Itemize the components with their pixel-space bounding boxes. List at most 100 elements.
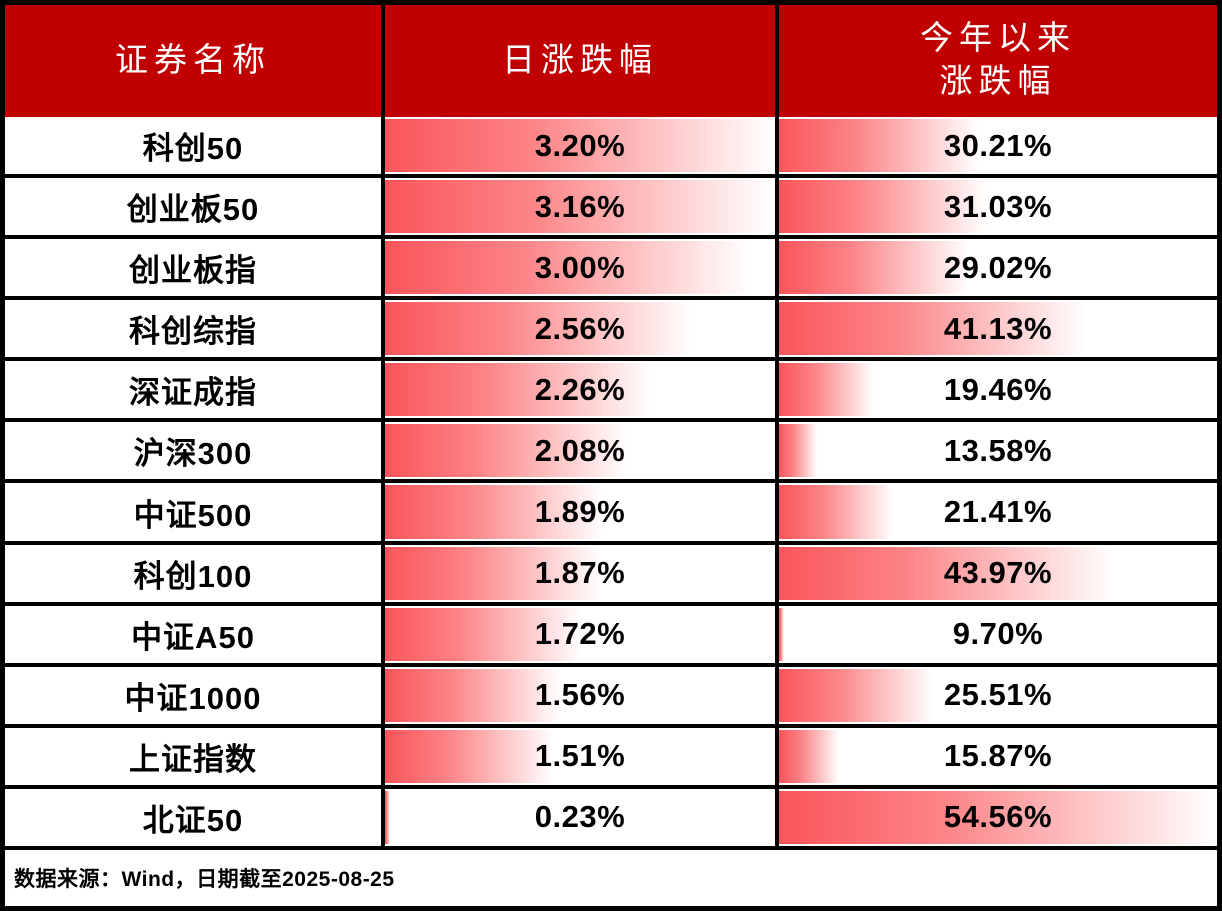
ytd-change-value: 31.03% bbox=[943, 188, 1053, 224]
daily-change-databar bbox=[385, 180, 770, 234]
ytd-change-cell: 13.58% bbox=[775, 422, 1217, 480]
daily-change-value: 1.87% bbox=[534, 555, 626, 591]
index-name-cell: 科创50 bbox=[5, 117, 381, 174]
daily-change-databar bbox=[385, 424, 628, 478]
column-header-ytd-change: 今年以来 涨跌幅 bbox=[775, 5, 1217, 117]
daily-change-cell: 1.87% bbox=[381, 544, 775, 602]
daily-change-databar bbox=[385, 241, 749, 295]
daily-change-value: 1.51% bbox=[534, 738, 626, 774]
ytd-change-value: 9.70% bbox=[952, 616, 1044, 652]
ytd-change-cell: 43.97% bbox=[775, 544, 1217, 602]
index-name-cell: 创业板指 bbox=[5, 239, 381, 296]
daily-change-cell: 3.20% bbox=[381, 117, 775, 175]
daily-change-cell: 3.00% bbox=[381, 239, 775, 297]
index-name-cell: 中证500 bbox=[5, 483, 381, 540]
index-name-cell: 中证A50 bbox=[5, 606, 381, 663]
daily-change-value: 0.23% bbox=[534, 799, 626, 835]
index-name-cell: 中证1000 bbox=[5, 667, 381, 724]
index-name: 中证500 bbox=[133, 497, 253, 533]
table-row: 创业板指 3.00% 29.02% bbox=[5, 235, 1217, 297]
daily-change-value: 3.16% bbox=[534, 188, 626, 224]
table-row: 中证1000 1.56% 25.51% bbox=[5, 662, 1217, 724]
index-name: 上证指数 bbox=[129, 741, 257, 777]
ytd-change-value: 15.87% bbox=[943, 738, 1053, 774]
daily-change-databar bbox=[385, 729, 554, 783]
table-row: 科创综指 2.56% 41.13% bbox=[5, 296, 1217, 358]
ytd-change-value: 43.97% bbox=[943, 555, 1053, 591]
source-note-cell: 数据来源：Wind，日期截至2025-08-25 bbox=[5, 850, 1217, 906]
index-name-cell: 北证50 bbox=[5, 789, 381, 846]
ytd-change-cell: 19.46% bbox=[775, 361, 1217, 419]
table-row: 科创100 1.87% 43.97% bbox=[5, 540, 1217, 602]
ytd-change-cell: 25.51% bbox=[775, 666, 1217, 724]
daily-change-cell: 1.51% bbox=[381, 727, 775, 785]
ytd-change-cell: 54.56% bbox=[775, 788, 1217, 846]
daily-change-cell: 1.89% bbox=[381, 483, 775, 541]
index-name: 中证1000 bbox=[124, 680, 262, 716]
ytd-change-databar bbox=[779, 546, 1114, 600]
index-name: 北证50 bbox=[142, 802, 244, 838]
index-name: 中证A50 bbox=[131, 619, 255, 655]
daily-change-value: 2.08% bbox=[534, 432, 626, 468]
ytd-change-databar bbox=[779, 241, 968, 295]
ytd-change-databar bbox=[779, 485, 894, 539]
ytd-change-databar bbox=[779, 424, 817, 478]
daily-change-value: 2.26% bbox=[534, 371, 626, 407]
index-name: 创业板指 bbox=[129, 253, 257, 289]
ytd-change-cell: 15.87% bbox=[775, 727, 1217, 785]
table-footer-row: 数据来源：Wind，日期截至2025-08-25 bbox=[5, 845, 1217, 906]
daily-change-cell: 0.23% bbox=[381, 788, 775, 846]
table-row: 深证成指 2.26% 19.46% bbox=[5, 357, 1217, 419]
index-name: 科创50 bbox=[142, 131, 244, 167]
ytd-change-databar bbox=[779, 302, 1086, 356]
ytd-change-databar bbox=[779, 119, 980, 173]
ytd-change-databar bbox=[779, 729, 840, 783]
daily-change-value: 3.00% bbox=[534, 249, 626, 285]
column-header-daily-change: 日涨跌幅 bbox=[381, 5, 775, 117]
daily-change-databar bbox=[385, 607, 581, 661]
source-note: 数据来源：Wind，日期截至2025-08-25 bbox=[14, 867, 395, 891]
daily-change-cell: 1.72% bbox=[381, 605, 775, 663]
table-row: 沪深300 2.08% 13.58% bbox=[5, 418, 1217, 480]
ytd-change-value: 13.58% bbox=[943, 432, 1053, 468]
daily-change-databar bbox=[385, 119, 775, 173]
index-name: 科创100 bbox=[133, 558, 253, 594]
ytd-change-databar bbox=[779, 790, 1217, 844]
index-name: 深证成指 bbox=[129, 375, 257, 411]
table-header-row: 证券名称 日涨跌幅 今年以来 涨跌幅 bbox=[5, 5, 1217, 117]
ytd-change-value: 19.46% bbox=[943, 371, 1053, 407]
daily-change-databar bbox=[385, 302, 691, 356]
ytd-change-value: 54.56% bbox=[943, 799, 1053, 835]
column-header-label: 证券名称 bbox=[115, 42, 271, 79]
daily-change-value: 3.20% bbox=[534, 127, 626, 163]
ytd-change-cell: 41.13% bbox=[775, 300, 1217, 358]
ytd-change-databar bbox=[779, 180, 988, 234]
index-name: 科创综指 bbox=[129, 314, 257, 350]
ytd-change-cell: 30.21% bbox=[775, 117, 1217, 175]
table-row: 科创50 3.20% 30.21% bbox=[5, 117, 1217, 175]
table-row: 北证50 0.23% 54.56% bbox=[5, 784, 1217, 846]
index-name: 创业板50 bbox=[126, 192, 260, 228]
ytd-change-value: 29.02% bbox=[943, 249, 1053, 285]
index-name: 沪深300 bbox=[133, 436, 253, 472]
daily-change-databar bbox=[385, 790, 390, 844]
ytd-change-cell: 9.70% bbox=[775, 605, 1217, 663]
column-header-security-name: 证券名称 bbox=[5, 5, 381, 117]
daily-change-value: 2.56% bbox=[534, 310, 626, 346]
ytd-change-cell: 31.03% bbox=[775, 178, 1217, 236]
ytd-change-value: 25.51% bbox=[943, 677, 1053, 713]
index-name-cell: 深证成指 bbox=[5, 361, 381, 418]
column-header-label: 今年以来 涨跌幅 bbox=[920, 21, 1076, 100]
daily-change-cell: 2.56% bbox=[381, 300, 775, 358]
index-name-cell: 上证指数 bbox=[5, 728, 381, 785]
daily-change-value: 1.56% bbox=[534, 677, 626, 713]
index-name-cell: 科创综指 bbox=[5, 300, 381, 357]
daily-change-databar bbox=[385, 485, 603, 539]
ytd-change-cell: 21.41% bbox=[775, 483, 1217, 541]
daily-change-databar bbox=[385, 363, 652, 417]
index-name-cell: 科创100 bbox=[5, 545, 381, 602]
ytd-change-databar bbox=[779, 668, 934, 722]
ytd-change-value: 21.41% bbox=[943, 494, 1053, 529]
daily-change-cell: 3.16% bbox=[381, 178, 775, 236]
